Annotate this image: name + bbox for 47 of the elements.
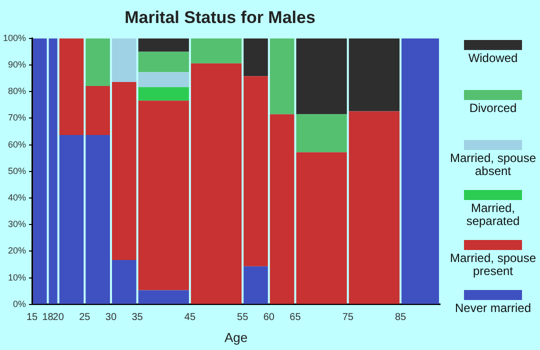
- bar: [138, 87, 189, 101]
- bar: [190, 38, 242, 64]
- bar: [138, 38, 189, 52]
- legend-label: Never married: [454, 301, 532, 315]
- y-tick-label: 60%: [8, 139, 26, 150]
- bar: [296, 38, 347, 114]
- bar: [59, 134, 84, 304]
- bar: [86, 134, 110, 304]
- y-tick-label: 100%: [2, 32, 26, 43]
- legend-label: Divorced: [468, 101, 518, 115]
- x-tick-label: 15: [26, 312, 38, 324]
- bar: [59, 38, 84, 135]
- x-tick-label: 45: [184, 312, 196, 324]
- x-tick-label: 18: [42, 312, 54, 324]
- bar: [348, 38, 400, 112]
- bar: [112, 82, 136, 260]
- legend-label: Married, spouse absent: [448, 151, 538, 178]
- bar: [244, 266, 268, 304]
- y-tick-label: 20%: [8, 246, 26, 256]
- bar: [86, 86, 110, 135]
- x-tick-label: 65: [290, 312, 302, 324]
- y-tick-label: 70%: [8, 112, 26, 123]
- x-tick-label: 30: [105, 312, 117, 324]
- legend-label: Married, spouse present: [448, 251, 538, 278]
- bar: [138, 52, 189, 72]
- y-tick-label: 30%: [8, 219, 26, 230]
- y-tick-label: 90%: [8, 59, 26, 70]
- x-tick-label: 75: [342, 312, 354, 324]
- bar: [244, 76, 268, 266]
- y-tick-label: 0%: [13, 298, 26, 309]
- y-tick-label: 40%: [8, 192, 26, 202]
- y-tick-label: 80%: [8, 86, 26, 96]
- x-tick-label: 35: [132, 312, 144, 324]
- bar: [296, 114, 347, 152]
- chart-title: Marital Status for Males: [124, 8, 316, 27]
- x-tick-label: 60: [263, 312, 275, 324]
- x-tick-label: 20: [52, 312, 64, 324]
- bar: [270, 114, 294, 304]
- bar: [112, 260, 136, 304]
- y-tick-label: 50%: [8, 166, 26, 176]
- x-tick-label: 85: [394, 312, 407, 324]
- x-axis-title: Age: [224, 330, 248, 345]
- legend-label: Married, separated: [465, 201, 521, 228]
- x-tick-label: 55: [237, 312, 249, 324]
- legend-label: Widowed: [467, 51, 519, 65]
- x-tick-label: 25: [79, 312, 91, 324]
- y-tick-label: 10%: [8, 272, 26, 282]
